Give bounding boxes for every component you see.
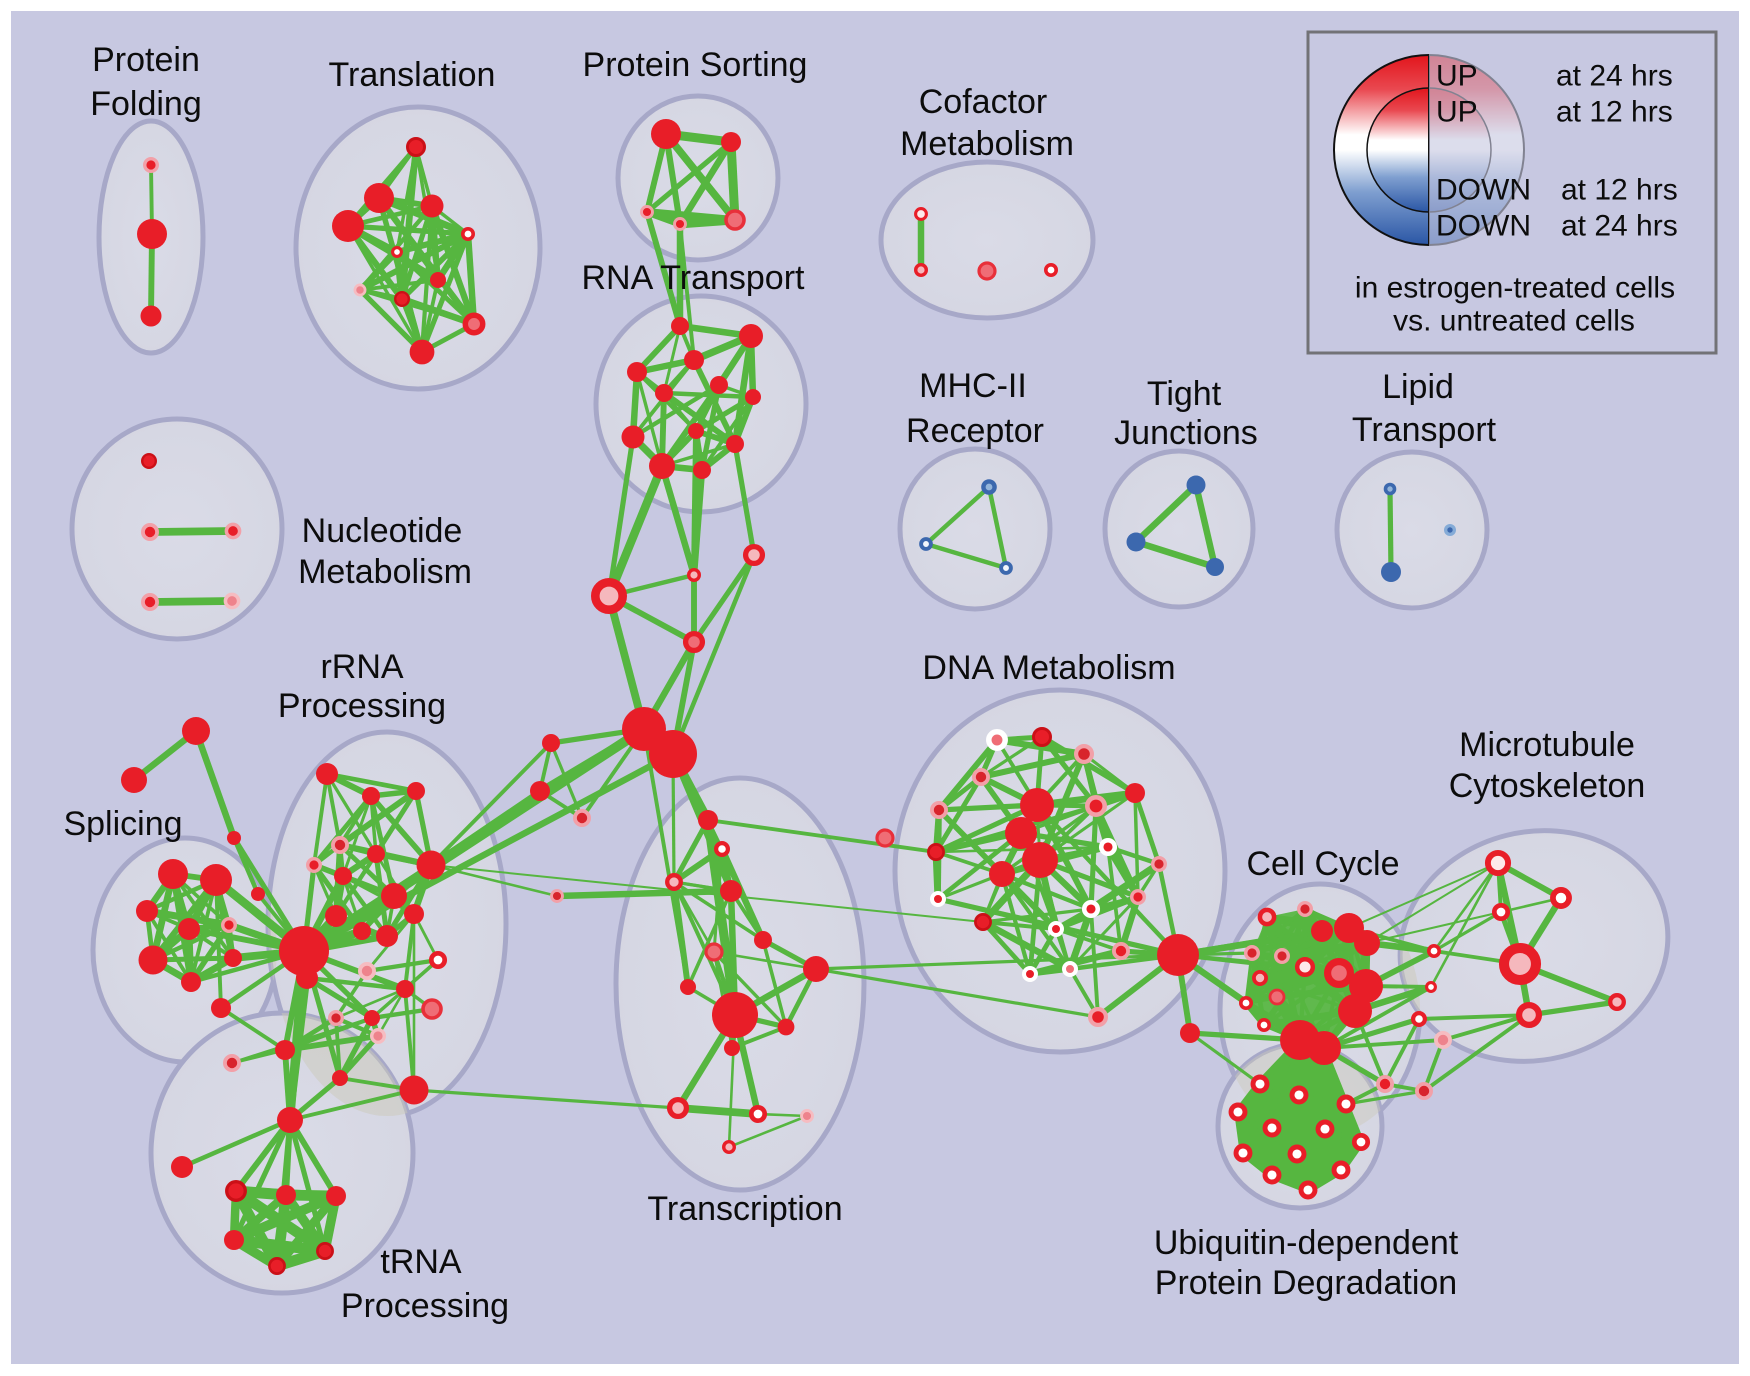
svg-text:UP: UP: [1436, 96, 1478, 129]
svg-text:Junctions: Junctions: [1114, 414, 1258, 452]
svg-text:Nucleotide: Nucleotide: [302, 512, 463, 550]
svg-text:DNA Metabolism: DNA Metabolism: [922, 649, 1175, 687]
svg-text:Metabolism: Metabolism: [298, 553, 472, 591]
svg-text:Protein: Protein: [92, 41, 200, 79]
svg-text:DOWN: DOWN: [1436, 210, 1531, 243]
svg-text:RNA Transport: RNA Transport: [582, 259, 806, 297]
svg-text:Processing: Processing: [341, 1287, 509, 1325]
svg-text:at 24 hrs: at 24 hrs: [1561, 210, 1678, 243]
svg-text:UP: UP: [1436, 60, 1478, 93]
svg-text:Tight: Tight: [1147, 375, 1222, 413]
svg-text:Transport: Transport: [1352, 411, 1497, 449]
svg-text:Cell Cycle: Cell Cycle: [1246, 845, 1399, 883]
svg-text:MHC-II: MHC-II: [919, 367, 1027, 405]
svg-text:Folding: Folding: [90, 85, 202, 123]
svg-text:Processing: Processing: [278, 687, 446, 725]
svg-text:tRNA: tRNA: [380, 1243, 462, 1281]
svg-text:rRNA: rRNA: [320, 648, 403, 686]
svg-text:Protein Sorting: Protein Sorting: [583, 46, 808, 84]
svg-text:Cofactor: Cofactor: [919, 83, 1048, 121]
svg-text:vs. untreated cells: vs. untreated cells: [1393, 305, 1635, 338]
svg-text:Microtubule: Microtubule: [1459, 726, 1635, 764]
svg-text:Ubiquitin-dependent: Ubiquitin-dependent: [1154, 1224, 1459, 1262]
svg-text:at 12 hrs: at 12 hrs: [1561, 174, 1678, 207]
svg-text:Protein Degradation: Protein Degradation: [1155, 1264, 1457, 1302]
svg-text:in estrogen-treated cells: in estrogen-treated cells: [1355, 272, 1675, 305]
svg-text:Translation: Translation: [329, 56, 496, 94]
svg-text:at 12 hrs: at 12 hrs: [1556, 96, 1673, 129]
svg-text:Transcription: Transcription: [647, 1190, 842, 1228]
svg-text:Splicing: Splicing: [63, 805, 182, 843]
svg-text:Lipid: Lipid: [1382, 368, 1454, 406]
svg-text:at 24 hrs: at 24 hrs: [1556, 60, 1673, 93]
svg-text:Receptor: Receptor: [906, 412, 1044, 450]
svg-text:Cytoskeleton: Cytoskeleton: [1449, 767, 1646, 805]
svg-text:Metabolism: Metabolism: [900, 125, 1074, 163]
svg-text:DOWN: DOWN: [1436, 174, 1531, 207]
